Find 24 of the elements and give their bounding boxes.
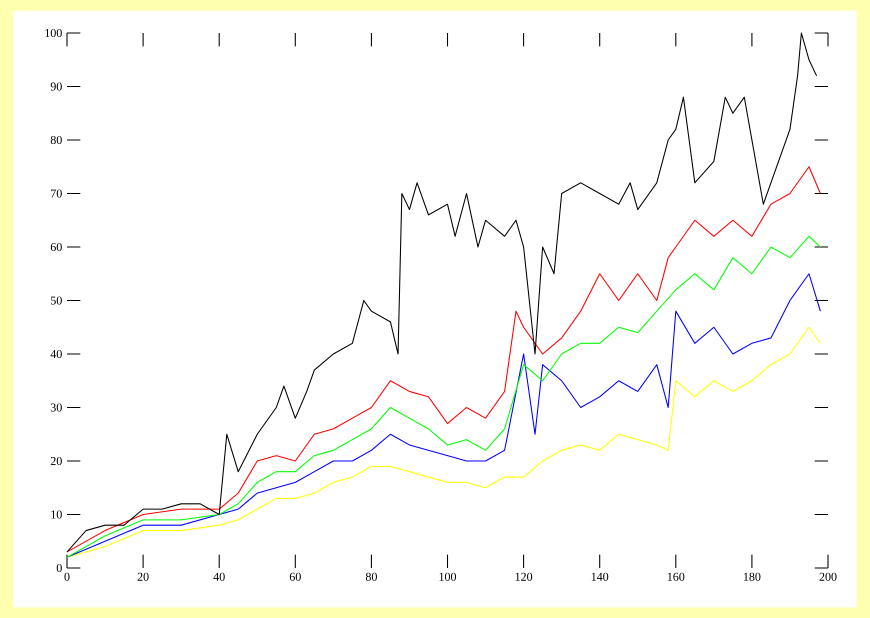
line-series: [66, 166, 821, 552]
y-tick-label: 60: [50, 242, 62, 252]
x-tick-label: 140: [592, 572, 608, 581]
x-tick-label: 200: [820, 572, 837, 581]
y-tick-label: 10: [51, 510, 62, 519]
y-tick-label: 80: [50, 136, 62, 144]
x-tick-label: 80: [366, 572, 377, 581]
y-tick-label: 40: [50, 350, 62, 358]
y-tick-label: 90: [50, 82, 62, 91]
y-tick-label: 70: [51, 189, 62, 198]
x-tick-label: 60: [290, 572, 301, 581]
y-tick-label: 0: [56, 564, 62, 572]
x-tick-label: 180: [744, 572, 760, 581]
y-tick-label: 20: [50, 456, 62, 466]
line-series: [66, 32, 818, 552]
x-tick-label: 20: [138, 572, 149, 581]
x-tick-label: 100: [440, 572, 456, 581]
x-tick-label: 40: [213, 572, 225, 581]
x-tick-label: 120: [516, 572, 532, 581]
x-tick-label: 160: [668, 572, 684, 581]
y-tick-label: 50: [50, 296, 62, 305]
y-tick-label: 100: [45, 28, 62, 38]
y-tick-label: 30: [50, 403, 62, 412]
x-tick-label: 0: [64, 572, 70, 581]
